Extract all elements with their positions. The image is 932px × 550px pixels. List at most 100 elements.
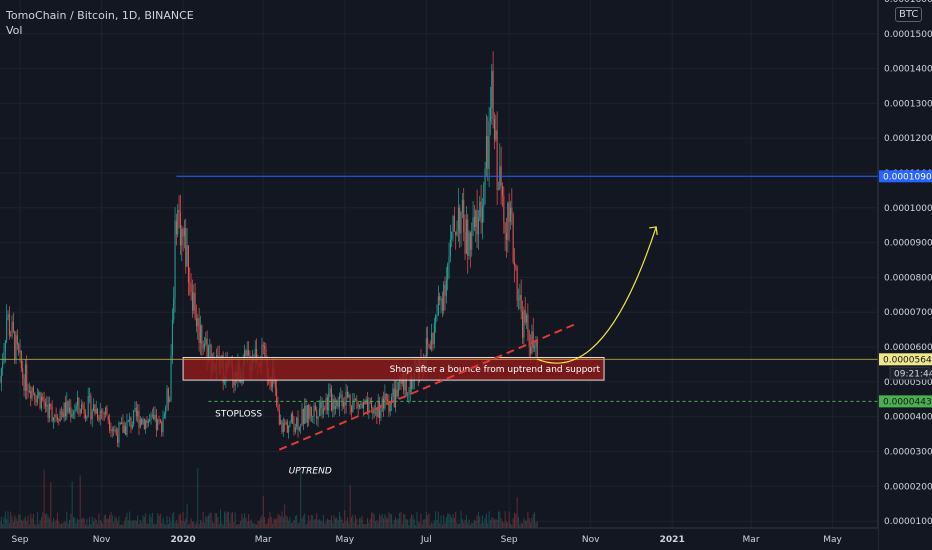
volume-bar <box>94 518 96 528</box>
volume-bar <box>240 520 242 528</box>
time-tick-label: Mar <box>743 535 760 545</box>
volume-bar <box>155 523 157 528</box>
candle-body <box>522 311 524 338</box>
volume-bar <box>244 513 246 528</box>
volume-bar <box>203 522 205 528</box>
volume-bar <box>317 520 319 528</box>
candle-body <box>50 403 52 407</box>
volume-bar <box>125 517 127 528</box>
candle-body <box>472 217 474 231</box>
volume-bar <box>496 519 498 528</box>
volume-bar <box>516 497 518 528</box>
volume-bar <box>440 515 442 528</box>
volume-bar <box>423 519 425 528</box>
candle-body <box>385 393 387 401</box>
volume-bar <box>67 523 69 528</box>
currency-badge[interactable]: BTC <box>895 7 923 22</box>
candle-body <box>109 420 111 430</box>
candle-body <box>432 332 434 345</box>
volume-bar <box>326 518 328 528</box>
candle-body <box>286 421 288 433</box>
candle-body <box>107 415 109 421</box>
candle-body <box>405 373 407 396</box>
candle-body <box>381 398 383 411</box>
candle-body <box>491 70 493 108</box>
time-axis[interactable]: Sep Nov 2020 Mar May Jul Sep Nov 2021 Mar May <box>0 527 878 550</box>
candle-body <box>397 382 399 397</box>
volume-bar <box>420 513 422 528</box>
volume-bar <box>419 522 421 528</box>
volume-bar <box>499 511 501 528</box>
volume-bar <box>173 511 175 528</box>
volume-bar <box>364 524 366 528</box>
candle-body <box>203 343 205 349</box>
candle-body <box>39 392 41 409</box>
candle-body <box>391 396 393 405</box>
volume-bar <box>78 520 80 528</box>
support-zone-label: Shop after a bounce from uptrend and sup… <box>390 365 601 375</box>
candle-body <box>429 346 431 349</box>
volume-bar <box>258 520 260 528</box>
candle-body <box>449 239 451 257</box>
candle-body <box>483 185 485 207</box>
candle-body <box>197 317 199 327</box>
volume-bar <box>126 512 128 528</box>
candle-body <box>527 314 529 333</box>
volume-bar <box>249 521 251 528</box>
volume-bar <box>403 514 405 528</box>
volume-bar <box>131 520 133 528</box>
volume-bar <box>95 520 97 528</box>
candle-body <box>75 405 77 412</box>
candle-body <box>499 166 501 190</box>
candle-body <box>26 364 28 391</box>
candle-body <box>519 295 521 300</box>
volume-bar <box>487 523 489 528</box>
volume-bar <box>82 517 84 528</box>
volume-bar <box>436 519 438 528</box>
candle-body <box>536 341 538 359</box>
volume-bar <box>8 522 10 528</box>
candle-body <box>110 429 112 432</box>
candle-body <box>455 231 457 236</box>
volume-bar <box>166 515 168 528</box>
volume-bar <box>74 517 76 528</box>
symbol-title[interactable]: TomoChain / Bitcoin, 1D, BINANCE <box>6 9 194 22</box>
candle-body <box>265 348 267 357</box>
volume-bar <box>38 523 40 528</box>
candle-body <box>301 409 303 426</box>
volume-bar <box>256 524 258 528</box>
volume-bar <box>273 518 275 528</box>
candle-body <box>153 414 155 420</box>
volume-bar <box>298 522 300 528</box>
candle-body <box>444 284 446 296</box>
volume-bar <box>373 514 375 528</box>
candle-body <box>90 395 92 420</box>
candle-body <box>364 401 366 405</box>
volume-bar <box>530 522 532 528</box>
volume-bar <box>246 521 248 528</box>
volume-indicator-label[interactable]: Vol <box>6 24 23 37</box>
candle-body <box>186 245 188 267</box>
volume-bar <box>261 515 263 528</box>
volume-bar <box>253 522 255 528</box>
candle-body <box>440 298 442 301</box>
candle-body <box>479 201 481 218</box>
volume-bar <box>64 521 66 528</box>
volume-bar <box>187 524 189 528</box>
volume-bar <box>504 511 506 528</box>
volume-bar <box>177 523 179 528</box>
candle-body <box>505 233 507 240</box>
volume-bar <box>429 524 431 528</box>
candle-body <box>337 400 339 408</box>
volume-bar <box>107 518 109 528</box>
drawing-overlays[interactable]: Shop after a bounce from uptrend and sup… <box>0 175 878 477</box>
volume-bar <box>483 522 485 528</box>
volume-bar <box>106 518 108 528</box>
candle-body <box>460 212 462 234</box>
candle-body <box>117 435 119 443</box>
volume-bar <box>534 512 536 528</box>
